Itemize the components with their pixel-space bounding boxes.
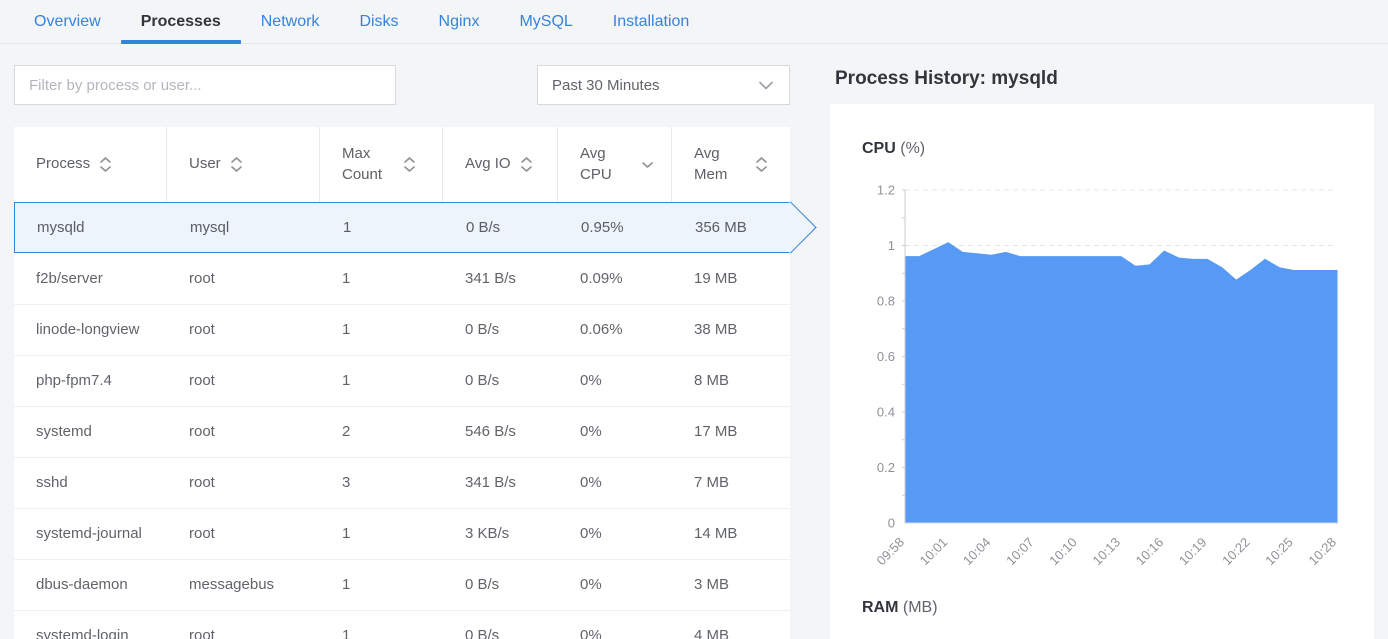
svg-text:10:16: 10:16 bbox=[1133, 535, 1167, 569]
tab-network[interactable]: Network bbox=[260, 12, 320, 30]
column-header-avg-cpu[interactable]: Avg CPU bbox=[558, 127, 672, 202]
svg-text:10:01: 10:01 bbox=[917, 535, 951, 569]
tab-bar: Overview Processes Network Disks Nginx M… bbox=[0, 0, 1388, 44]
table-row-mysqld[interactable]: mysqld mysql 1 0 B/s 0.95% 356 MB bbox=[14, 202, 790, 253]
table-row-sshd[interactable]: sshd root 3 341 B/s 0% 7 MB bbox=[14, 457, 790, 508]
svg-text:10:13: 10:13 bbox=[1090, 535, 1124, 569]
tab-overview[interactable]: Overview bbox=[34, 12, 101, 30]
cpu-chart: 0 0.2 0.4 0.6 0.8 1 1.2 09:58 10:01 10:04 10:07 10:… bbox=[874, 183, 1340, 569]
column-header-process[interactable]: Process bbox=[14, 127, 167, 202]
column-header-user[interactable]: User bbox=[167, 127, 320, 202]
svg-text:10:25: 10:25 bbox=[1262, 535, 1296, 569]
process-filter-input[interactable] bbox=[14, 65, 396, 105]
sort-both-icon bbox=[230, 157, 242, 172]
column-header-avg-mem[interactable]: Avg Mem bbox=[672, 127, 790, 202]
svg-text:0.2: 0.2 bbox=[877, 460, 895, 475]
svg-text:10:28: 10:28 bbox=[1306, 535, 1340, 569]
process-history-title: Process History: mysqld bbox=[835, 68, 1058, 89]
svg-text:0.4: 0.4 bbox=[877, 405, 895, 420]
svg-text:0.8: 0.8 bbox=[877, 294, 895, 309]
ram-chart-title: RAM (MB) bbox=[862, 599, 938, 616]
column-header-avg-io[interactable]: Avg IO bbox=[443, 127, 558, 202]
svg-text:10:04: 10:04 bbox=[960, 535, 994, 569]
process-table-header: Process User Max Cou bbox=[14, 127, 790, 202]
process-history-section: Process History: mysqld CPU (%) 0 0.2 0.4 0… bbox=[830, 44, 1374, 639]
svg-text:09:58: 09:58 bbox=[874, 535, 908, 569]
svg-text:10:07: 10:07 bbox=[1003, 535, 1037, 569]
table-row-f2b-server[interactable]: f2b/server root 1 341 B/s 0.09% 19 MB bbox=[14, 253, 790, 304]
column-header-max-count[interactable]: Max Count bbox=[320, 127, 443, 202]
cpu-chart-title: CPU (%) bbox=[862, 140, 926, 157]
table-row-php-fpm[interactable]: php-fpm7.4 root 1 0 B/s 0% 8 MB bbox=[14, 355, 790, 406]
process-history-card: CPU (%) 0 0.2 0.4 0.6 0.8 1 1.2 09:58 10:01 10:04… bbox=[830, 104, 1374, 639]
table-controls: Past 30 Minutes bbox=[14, 65, 790, 105]
time-range-value: Past 30 Minutes bbox=[552, 76, 660, 94]
time-range-select[interactable]: Past 30 Minutes bbox=[537, 65, 790, 105]
sort-both-icon bbox=[404, 157, 415, 172]
svg-text:10:22: 10:22 bbox=[1219, 535, 1253, 569]
table-row-systemd-journal[interactable]: systemd-journal root 1 3 KB/s 0% 14 MB bbox=[14, 508, 790, 559]
table-row-dbus-daemon[interactable]: dbus-daemon messagebus 1 0 B/s 0% 3 MB bbox=[14, 559, 790, 610]
svg-text:1.2: 1.2 bbox=[877, 183, 895, 198]
sort-both-icon bbox=[100, 157, 111, 172]
tab-disks[interactable]: Disks bbox=[359, 12, 399, 30]
table-row-systemd-login[interactable]: systemd-login root 1 0 B/s 0% 4 MB bbox=[14, 610, 790, 639]
tab-mysql[interactable]: MySQL bbox=[519, 12, 573, 30]
tab-installation[interactable]: Installation bbox=[612, 12, 690, 30]
svg-text:0.6: 0.6 bbox=[877, 349, 895, 364]
tab-processes[interactable]: Processes bbox=[120, 0, 241, 44]
cpu-chart-container: 0 0.2 0.4 0.6 0.8 1 1.2 09:58 10:01 10:04 10:07 10:… bbox=[862, 180, 1342, 585]
svg-text:10:10: 10:10 bbox=[1046, 535, 1080, 569]
process-table: Process User Max Cou bbox=[14, 127, 790, 639]
tab-nginx[interactable]: Nginx bbox=[438, 12, 480, 30]
svg-text:0: 0 bbox=[888, 516, 895, 531]
sort-both-icon bbox=[756, 157, 767, 172]
process-list-section: Past 30 Minutes Process bbox=[14, 65, 790, 639]
svg-text:1: 1 bbox=[888, 238, 895, 253]
table-row-systemd[interactable]: systemd root 2 546 B/s 0% 17 MB bbox=[14, 406, 790, 457]
sort-desc-icon bbox=[642, 161, 653, 168]
chevron-down-icon bbox=[759, 77, 773, 94]
table-row-linode-longview[interactable]: linode-longview root 1 0 B/s 0.06% 38 MB bbox=[14, 304, 790, 355]
sort-both-icon bbox=[520, 157, 532, 172]
svg-text:10:19: 10:19 bbox=[1176, 535, 1210, 569]
